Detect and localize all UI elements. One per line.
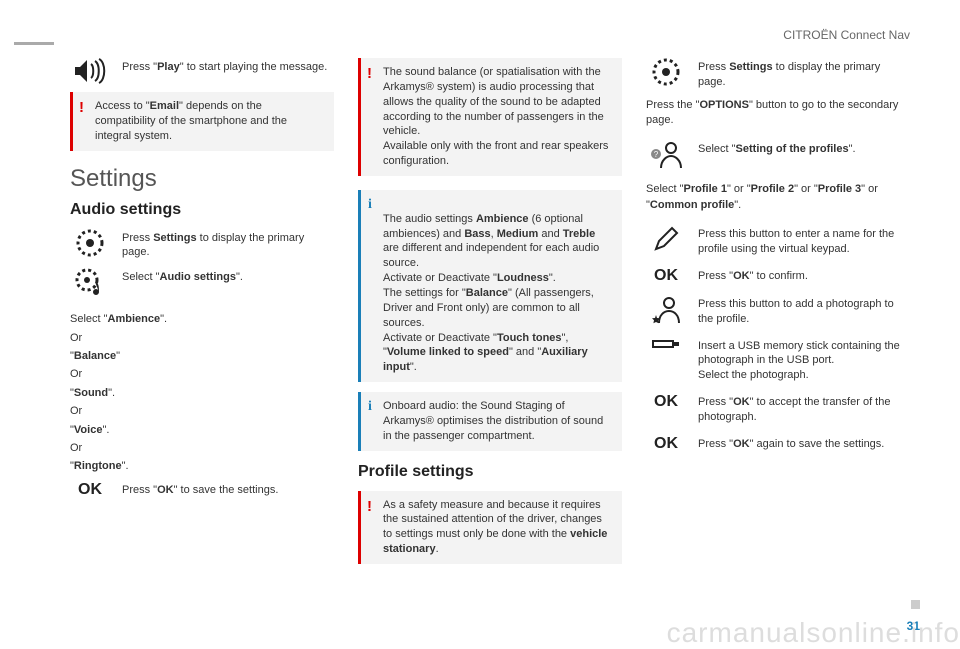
ok-save-text: Press "OK" to save the settings.: [122, 481, 334, 498]
onboard-info: i Onboard audio: the Sound Staging of Ar…: [358, 392, 622, 451]
press-settings-text: Press Settings to display the primary pa…: [698, 58, 910, 90]
audio-settings-heading: Audio settings: [70, 201, 334, 219]
page-content: Press "Play" to start playing the messag…: [70, 58, 910, 578]
usb-text: Insert a USB memory stick containing the…: [698, 337, 910, 384]
press-settings-text: Press Settings to display the primary pa…: [122, 229, 334, 261]
pen-text: Press this button to enter a name for th…: [698, 225, 910, 257]
ok-confirm-text: Press "OK" to confirm.: [698, 267, 910, 284]
sound-line: "Sound".: [70, 386, 334, 401]
pen-icon: [646, 225, 686, 253]
warning-icon: !: [367, 497, 372, 517]
or-4: Or: [70, 441, 334, 456]
warning-icon: !: [367, 64, 372, 84]
or-3: Or: [70, 404, 334, 419]
profiles-icon: ?: [646, 140, 686, 170]
ok-transfer-text: Press "OK" to accept the transfer of the…: [698, 393, 910, 425]
header-title: CITROËN Connect Nav: [783, 28, 910, 42]
ok-again-text: Press "OK" again to save the settings.: [698, 435, 910, 452]
arkamys-text: The sound balance (or spatialisation wit…: [383, 66, 608, 167]
select-profile-line: Select "Profile 1" or "Profile 2" or "Pr…: [646, 182, 910, 213]
email-note: ! Access to "Email" depends on the compa…: [70, 92, 334, 151]
or-2: Or: [70, 367, 334, 382]
ambience-line: Select "Ambience".: [70, 312, 334, 327]
gear-icon: [646, 58, 686, 86]
ok-icon: OK: [70, 481, 110, 499]
column-2: ! The sound balance (or spatialisation w…: [358, 58, 622, 578]
page-corner: [911, 600, 920, 609]
settings-heading: Settings: [70, 165, 334, 193]
arkamys-note: ! The sound balance (or spatialisation w…: [358, 58, 622, 176]
profile-settings-heading: Profile settings: [358, 463, 622, 481]
profiles-select-text: Select "Setting of the profiles".: [698, 140, 910, 157]
usb-icon: [646, 337, 686, 351]
ok-icon: OK: [646, 267, 686, 285]
gear-icon: [70, 229, 110, 257]
gear-note-icon: [70, 268, 110, 298]
or-1: Or: [70, 331, 334, 346]
warning-icon: !: [79, 98, 84, 118]
person-star-icon: [646, 295, 686, 325]
svg-text:?: ?: [654, 150, 659, 159]
play-text: Press "Play" to start playing the messag…: [122, 58, 334, 75]
ok-icon: OK: [646, 393, 686, 411]
options-line: Press the "OPTIONS" button to go to the …: [646, 98, 910, 129]
select-audio-text: Select "Audio settings".: [122, 268, 334, 285]
ambience-info: i The audio settings Ambience (6 optiona…: [358, 190, 622, 382]
speaker-icon: [70, 58, 110, 84]
ok-icon: OK: [646, 435, 686, 453]
ringtone-line: "Ringtone".: [70, 459, 334, 474]
column-1: Press "Play" to start playing the messag…: [70, 58, 334, 578]
column-3: Press Settings to display the primary pa…: [646, 58, 910, 578]
voice-line: "Voice".: [70, 423, 334, 438]
photo-text: Press this button to add a photograph to…: [698, 295, 910, 327]
info-icon: i: [368, 398, 372, 417]
balance-line: "Balance": [70, 349, 334, 364]
watermark: carmanualsonline.info: [667, 617, 960, 649]
info-icon: i: [368, 196, 372, 215]
safety-note: ! As a safety measure and because it req…: [358, 491, 622, 564]
